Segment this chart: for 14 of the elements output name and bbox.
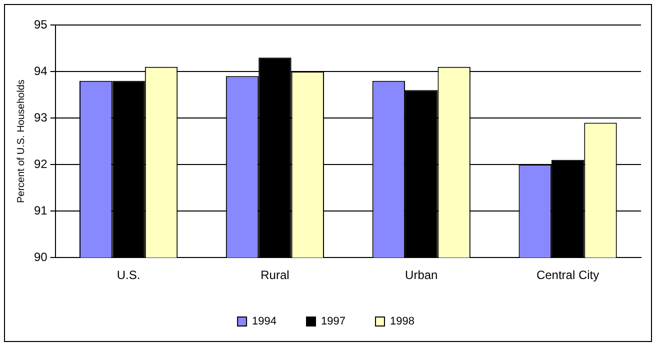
y-tick-label: 92 (34, 156, 48, 171)
y-tick-label: 91 (34, 203, 48, 218)
y-tick-label: 90 (34, 250, 48, 264)
legend-label: 1994 (252, 316, 277, 328)
y-tick-label: 93 (34, 110, 48, 124)
y-tick-label: 95 (34, 17, 48, 32)
x-tick-label: Central City (536, 268, 600, 282)
x-tick-label: Urban (405, 268, 438, 282)
y-tick-label: 94 (34, 64, 48, 78)
x-tick-label: U.S. (116, 268, 140, 282)
x-tick-label: Rural (260, 268, 290, 282)
legend-label: 1997 (321, 316, 346, 328)
legend-label: 1998 (390, 316, 414, 328)
y-axis-title: Percent of U.S. Households (16, 80, 27, 204)
